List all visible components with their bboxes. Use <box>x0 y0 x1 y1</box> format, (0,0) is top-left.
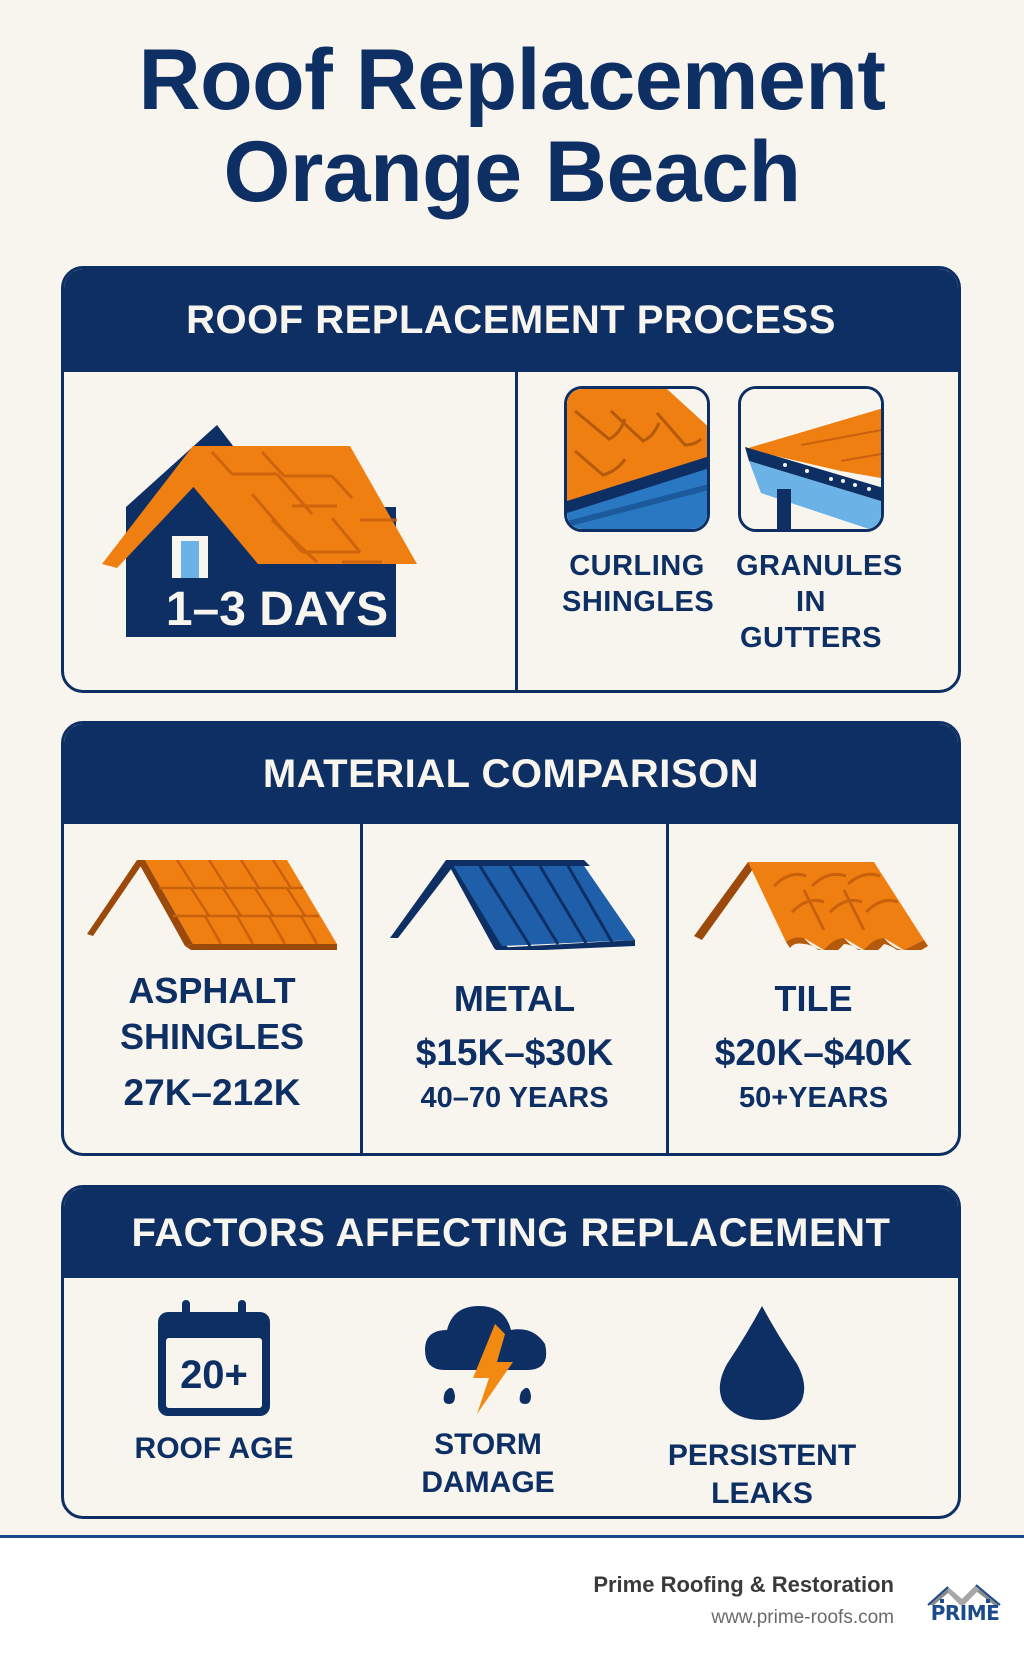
company-logo: PRIME <box>924 1583 1006 1623</box>
curling-shingles-icon <box>564 386 710 532</box>
svg-text:20+: 20+ <box>180 1353 248 1397</box>
warning-signs-panel: CURLING SHINGLES <box>515 372 958 690</box>
factor-label: STORM DAMAGE <box>421 1428 555 1499</box>
factors-header: FACTORS AFFECTING REPLACEMENT <box>64 1188 958 1278</box>
material-price: 27K–212K <box>123 1072 301 1113</box>
process-body: 1–3 DAYS <box>64 372 958 690</box>
material-name: TILE <box>774 978 853 1019</box>
company-name: Prime Roofing & Restoration <box>593 1572 894 1597</box>
material-lifespan: 40–70 YEARS <box>420 1082 609 1114</box>
sign-label: CURLING SHINGLES <box>562 550 715 618</box>
factor-persistent-leaks: PERSISTENT LEAKS <box>642 1278 882 1513</box>
house-icon <box>102 425 417 637</box>
house-roof-logo-icon <box>927 1584 1001 1606</box>
footer-divider <box>0 1535 1024 1538</box>
materials-body: ASPHALT SHINGLES 27K–212K <box>64 824 958 1153</box>
gutter-granules-icon <box>738 386 884 532</box>
title-line-1: Roof Replacement <box>138 32 886 128</box>
factor-storm-damage: STORM DAMAGE <box>368 1278 608 1502</box>
tile-roof-icon <box>693 862 928 950</box>
factor-label: PERSISTENT LEAKS <box>667 1439 857 1510</box>
title-line-2: Orange Beach <box>223 124 801 220</box>
asphalt-roof-icon <box>87 860 337 950</box>
material-name: METAL <box>453 978 576 1019</box>
duration-panel: 1–3 DAYS <box>64 372 515 690</box>
material-tile: TILE $20K–$40K 50+YEARS <box>666 824 958 1153</box>
duration-value: 1–3 DAYS <box>165 583 389 636</box>
metal-roof-icon <box>389 860 635 950</box>
factor-roof-age: 20+ ROOF AGE <box>94 1278 334 1468</box>
factors-card: FACTORS AFFECTING REPLACEMENT 20+ ROOF A… <box>61 1185 961 1519</box>
factor-label: ROOF AGE <box>134 1432 294 1465</box>
material-price: $20K–$40K <box>714 1032 913 1073</box>
storm-cloud-icon <box>425 1306 547 1414</box>
water-drop-icon <box>719 1306 805 1420</box>
infographic-canvas: Roof Replacement Orange Beach ROOF REPLA… <box>0 0 1024 1537</box>
sign-curling-shingles: CURLING SHINGLES <box>562 386 715 620</box>
materials-card: MATERIAL COMPARISON <box>61 721 961 1156</box>
factors-body: 20+ ROOF AGE STORM DAMAGE <box>64 1278 958 1516</box>
calendar-icon: 20+ <box>158 1300 270 1416</box>
company-website[interactable]: www.prime-roofs.com <box>711 1607 894 1628</box>
material-name: ASPHALT SHINGLES <box>119 970 305 1057</box>
process-header: ROOF REPLACEMENT PROCESS <box>64 269 958 372</box>
logo-text: PRIME <box>930 1601 1000 1625</box>
material-lifespan: 50+YEARS <box>738 1082 889 1114</box>
sign-label: GRANULES IN GUTTERS <box>736 550 903 654</box>
material-asphalt: ASPHALT SHINGLES 27K–212K <box>64 824 360 1153</box>
material-metal: METAL $15K–$30K 40–70 YEARS <box>360 824 666 1153</box>
material-price: $15K–$30K <box>415 1032 614 1073</box>
page-title: Roof Replacement Orange Beach <box>0 34 1024 218</box>
process-card: ROOF REPLACEMENT PROCESS <box>61 266 961 693</box>
sign-granules-in-gutters: GRANULES IN GUTTERS <box>736 386 903 656</box>
materials-header: MATERIAL COMPARISON <box>64 724 958 824</box>
